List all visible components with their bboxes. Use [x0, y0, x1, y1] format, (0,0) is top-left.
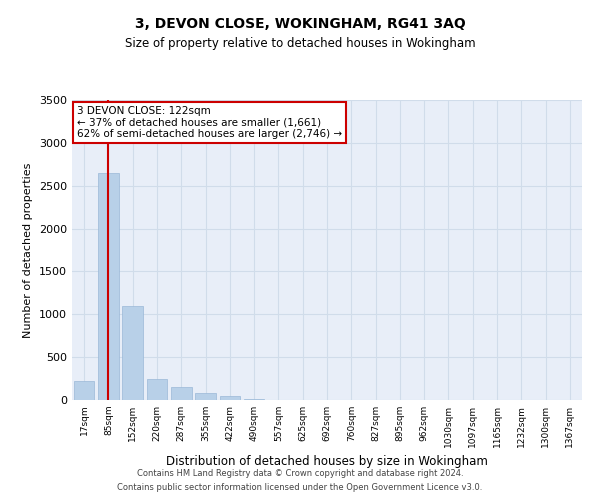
- Bar: [122, 306, 143, 400]
- Bar: [171, 387, 191, 400]
- Bar: [195, 393, 216, 400]
- Bar: [146, 378, 167, 400]
- Text: Contains HM Land Registry data © Crown copyright and database right 2024.: Contains HM Land Registry data © Crown c…: [137, 468, 463, 477]
- Y-axis label: Number of detached properties: Number of detached properties: [23, 162, 34, 338]
- Text: 3, DEVON CLOSE, WOKINGHAM, RG41 3AQ: 3, DEVON CLOSE, WOKINGHAM, RG41 3AQ: [134, 18, 466, 32]
- Bar: [220, 396, 240, 400]
- Text: Size of property relative to detached houses in Wokingham: Size of property relative to detached ho…: [125, 38, 475, 51]
- Bar: [244, 399, 265, 400]
- Bar: [74, 381, 94, 400]
- Text: 3 DEVON CLOSE: 122sqm
← 37% of detached houses are smaller (1,661)
62% of semi-d: 3 DEVON CLOSE: 122sqm ← 37% of detached …: [77, 106, 342, 139]
- X-axis label: Distribution of detached houses by size in Wokingham: Distribution of detached houses by size …: [166, 456, 488, 468]
- Text: Contains public sector information licensed under the Open Government Licence v3: Contains public sector information licen…: [118, 484, 482, 492]
- Bar: [98, 173, 119, 400]
